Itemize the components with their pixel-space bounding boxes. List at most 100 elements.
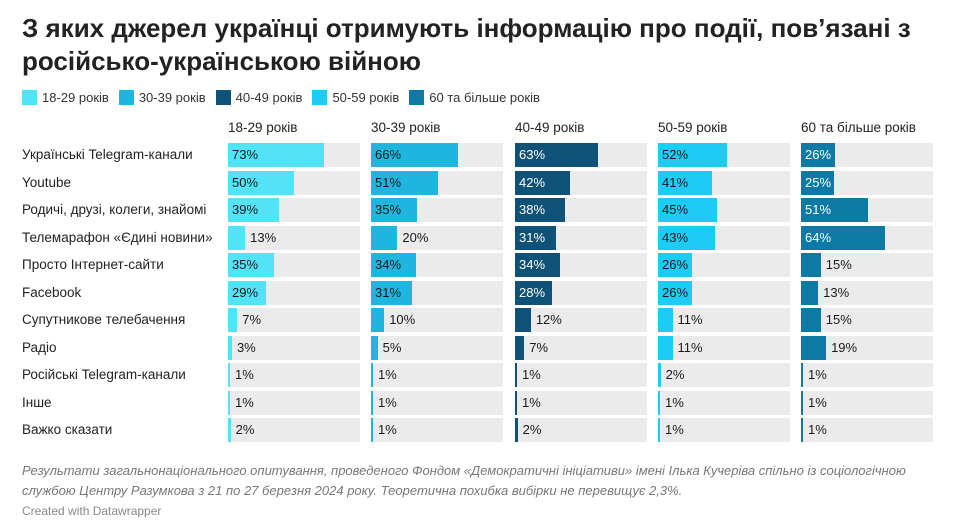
bar-value-label: 2% — [522, 422, 542, 437]
bar — [801, 335, 827, 360]
bar-value-label: 2% — [665, 367, 685, 382]
bar — [658, 198, 718, 222]
bar-value-label: 5% — [382, 339, 402, 355]
bar-value-label: 35% — [232, 257, 259, 272]
row-label: Важко сказати — [22, 422, 113, 437]
bar-value-label: 13% — [250, 229, 277, 245]
bar — [801, 225, 886, 250]
bar-track: 19% — [801, 335, 933, 360]
bar — [371, 170, 439, 195]
bar-value-label: 1% — [235, 367, 254, 382]
bar-value-label: 1% — [665, 394, 684, 410]
bar-track: 26% — [658, 280, 790, 305]
bar-value-label: 39% — [232, 202, 259, 217]
bar-track: 1% — [658, 390, 790, 415]
bar — [658, 363, 661, 387]
bar-value-label: 34% — [375, 257, 402, 272]
bar-value-label: 2% — [235, 422, 255, 437]
column-header: 40-49 років — [515, 120, 585, 135]
bar-track: 34% — [515, 253, 647, 277]
bar — [515, 225, 556, 250]
bar-value-label: 25% — [805, 174, 832, 190]
bar — [658, 308, 673, 332]
bar-track: 34% — [371, 253, 503, 277]
bar-track: 1% — [371, 418, 503, 442]
bar-track: 38% — [515, 198, 647, 222]
bar — [801, 253, 821, 277]
legend-item: 40-49 років — [215, 89, 303, 105]
legend-swatch — [22, 89, 37, 105]
bar — [658, 170, 713, 195]
bar-track: 1% — [228, 363, 360, 387]
bar-track: 73% — [228, 143, 360, 167]
legend-item: 30-39 років — [118, 89, 206, 105]
bar-track: 41% — [658, 170, 790, 195]
bar-track: 1% — [658, 418, 790, 442]
bar — [801, 280, 819, 305]
bar-value-label: 10% — [389, 312, 416, 327]
bar — [801, 418, 803, 442]
bar-track: 26% — [801, 143, 933, 167]
bar-value-label: 51% — [805, 202, 832, 217]
bar-value-label: 1% — [665, 422, 684, 437]
bar-track: 15% — [801, 253, 933, 277]
bar-track: 39% — [228, 198, 360, 222]
bar-value-label: 63% — [519, 147, 546, 162]
bar — [801, 363, 803, 387]
bar — [228, 253, 275, 277]
bar-value-label: 26% — [662, 284, 689, 300]
bar — [801, 143, 836, 167]
column-header: 50-59 років — [658, 120, 728, 135]
bar — [515, 280, 552, 305]
bar — [801, 308, 821, 332]
bar-value-label: 15% — [825, 257, 852, 272]
bar-value-label: 64% — [805, 229, 832, 245]
bar-track: 31% — [371, 280, 503, 305]
bar-value-label: 1% — [522, 394, 541, 410]
bar — [658, 225, 715, 250]
bar-track: 1% — [801, 390, 933, 415]
column-header: 30-39 років — [371, 120, 441, 135]
bar — [371, 143, 459, 167]
bar — [658, 390, 660, 415]
bar-value-label: 1% — [378, 367, 397, 382]
row-label: Супутникове телебачення — [22, 312, 186, 327]
bar — [371, 225, 398, 250]
bar-value-label: 26% — [805, 147, 832, 162]
bar-value-label: 28% — [519, 284, 546, 300]
bar — [658, 335, 673, 360]
bar — [228, 143, 325, 167]
bar — [228, 225, 246, 250]
bar-track: 63% — [515, 143, 647, 167]
bar — [228, 418, 231, 442]
bar-value-label: 1% — [808, 422, 827, 437]
bar-value-label: 34% — [519, 257, 546, 272]
bar-track: 13% — [228, 225, 360, 250]
bar-track: 64% — [801, 225, 933, 250]
bar — [228, 335, 232, 360]
legend-label: 40-49 років — [235, 89, 303, 105]
credit: Created with Datawrapper — [22, 504, 162, 518]
bar — [371, 363, 373, 387]
bar — [515, 363, 517, 387]
bar-value-label: 11% — [677, 312, 703, 327]
bar — [658, 253, 693, 277]
bar-track: 51% — [371, 170, 503, 195]
bar-value-label: 19% — [831, 339, 858, 355]
bar — [515, 308, 531, 332]
legend-swatch — [409, 89, 425, 105]
bar-track: 1% — [228, 390, 360, 415]
bar-value-label: 42% — [519, 174, 546, 190]
bar — [515, 390, 517, 415]
bar-value-label: 45% — [662, 202, 689, 217]
bar-track: 35% — [371, 198, 503, 222]
bar-track: 1% — [515, 390, 647, 415]
bar-value-label: 11% — [677, 339, 703, 355]
bar-track: 25% — [801, 170, 933, 195]
bar-track: 1% — [515, 363, 647, 387]
chart-title: З яких джерел українці отримують інформа… — [22, 13, 911, 76]
bar-track: 50% — [228, 170, 360, 195]
bar-track: 3% — [228, 335, 360, 360]
row-label: Родичі, друзі, колеги, знайомі — [22, 202, 207, 217]
bar — [371, 418, 373, 442]
